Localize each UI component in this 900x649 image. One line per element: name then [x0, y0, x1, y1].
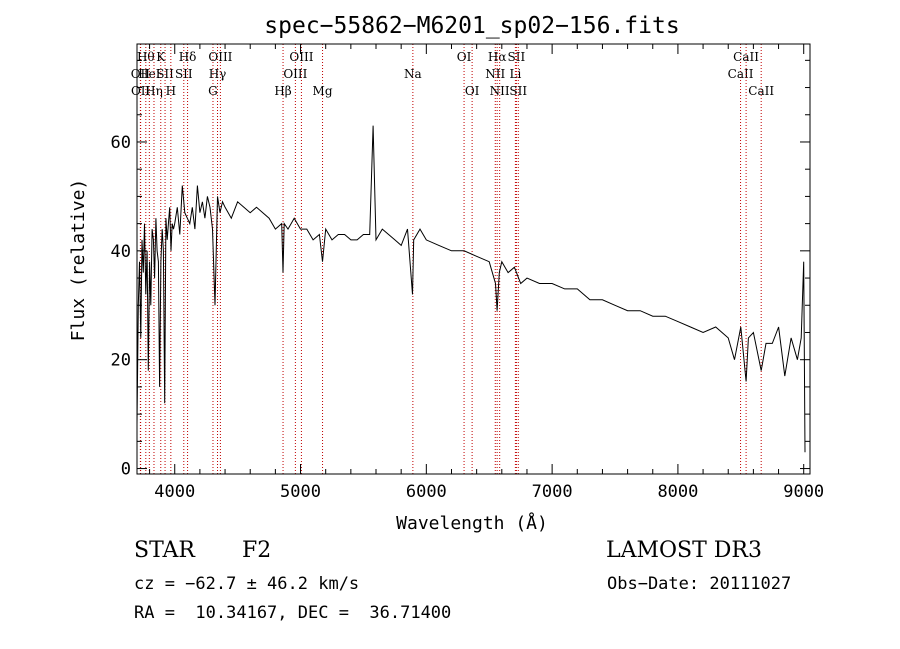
spectral-line-label: HeI — [138, 67, 161, 81]
spectral-line-label: Li — [509, 67, 521, 81]
plot-frame — [136, 43, 811, 475]
y-tick-label: 20 — [111, 351, 131, 371]
spectral-line-label: NII — [490, 84, 510, 98]
x-axis-label: Wavelength (Å) — [396, 512, 548, 534]
spectral-line-label: Hη — [145, 84, 163, 98]
y-tick-label: 60 — [111, 133, 131, 153]
spectral-line-label: OII — [131, 84, 151, 98]
y-tick-label: 40 — [111, 242, 131, 262]
spectrum-area — [137, 125, 806, 453]
spectral-line-label: OI — [465, 84, 480, 98]
x-tick-label: 8000 — [657, 482, 698, 502]
spectral-line-label: Hα — [488, 50, 507, 64]
spectral-line-label: Hδ — [179, 50, 197, 64]
spectral-line-label: H — [166, 84, 176, 98]
x-tick-label: 5000 — [280, 482, 321, 502]
redshift-value: cz = −62.7 ± 46.2 km/s — [134, 574, 360, 594]
y-axis: 0 20 40 60 — [111, 59, 810, 480]
line-markers: OIIOIIHθHeIHηKSIIHSIIHδGHγOIIIHβOIIIOIII… — [131, 44, 774, 474]
chart-title: spec−55862−M6201_sp02−156.fits — [264, 13, 679, 39]
spectral-line-label: G — [208, 84, 218, 98]
spectral-line-label: CaII — [728, 67, 754, 81]
spectral-line-label: NII — [485, 67, 505, 81]
spectral-line-label: OIII — [208, 50, 232, 64]
object-subclass: F2 — [242, 538, 272, 563]
spectral-line-label: SII — [509, 84, 527, 98]
spectral-line-label: SII — [156, 67, 174, 81]
object-class: STAR — [134, 538, 195, 563]
coordinates: RA = 10.34167, DEC = 36.71400 — [134, 603, 452, 623]
spectral-line-label: Na — [404, 67, 422, 81]
spectral-line-label: OI — [457, 50, 472, 64]
x-tick-label: 6000 — [406, 482, 447, 502]
spectral-line-label: Mg — [313, 84, 333, 98]
spectrum-line — [137, 125, 806, 453]
obs-date: Obs−Date: 20111027 — [607, 574, 792, 594]
spectral-line-label: OIII — [289, 50, 313, 64]
spectral-line-label: SII — [508, 50, 526, 64]
survey-name: LAMOST DR3 — [606, 538, 762, 563]
x-tick-label: 7000 — [532, 482, 573, 502]
spectral-line-label: SII — [175, 67, 193, 81]
x-tick-label: 4000 — [154, 482, 195, 502]
y-tick-label: 0 — [121, 460, 131, 480]
x-tick-label: 9000 — [783, 482, 824, 502]
spectral-line-label: Hγ — [209, 67, 227, 81]
spectral-line-label: K — [156, 50, 166, 64]
x-axis: 4000 5000 6000 7000 8000 9000 — [149, 44, 824, 502]
spectral-line-label: OIII — [283, 67, 307, 81]
spectral-line-label: Hθ — [137, 50, 155, 64]
spectral-line-label: CaII — [733, 50, 759, 64]
y-axis-label: Flux (relative) — [68, 179, 89, 342]
spectral-line-label: CaII — [748, 84, 774, 98]
spectral-line-label: Hβ — [274, 84, 291, 98]
